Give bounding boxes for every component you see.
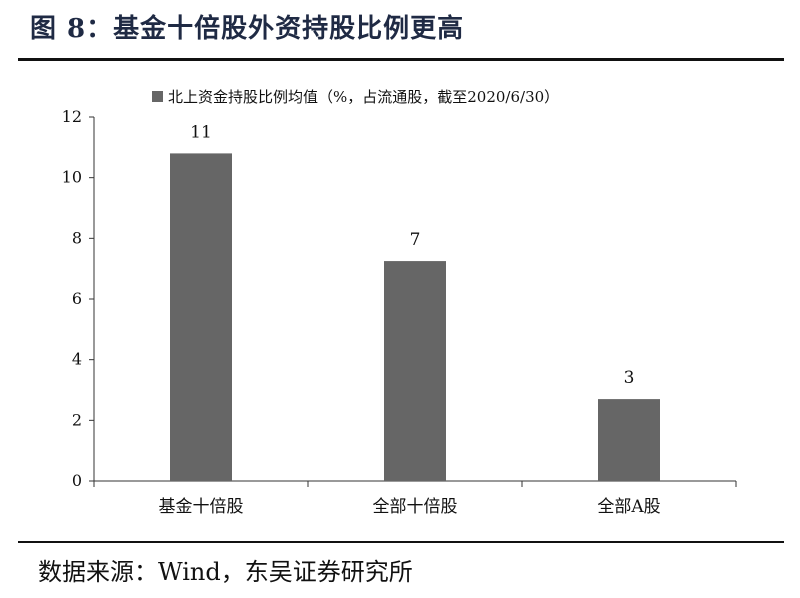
y-tick-label: 6 (72, 289, 82, 308)
legend-label: 北上资金持股比例均值（%，占流通股，截至2020/6/30） (168, 88, 559, 106)
data-label: 3 (624, 368, 635, 388)
x-ticks (93, 481, 737, 487)
category-label: 基金十倍股 (159, 497, 244, 517)
bar (384, 261, 446, 481)
y-tick-label: 10 (62, 168, 82, 187)
category-labels: 基金十倍股 全部十倍股 全部A股 (159, 497, 661, 517)
legend: 北上资金持股比例均值（%，占流通股，截至2020/6/30） (152, 88, 559, 106)
data-labels: 11 7 3 (190, 122, 634, 388)
category-label: 全部十倍股 (373, 497, 458, 517)
bar (598, 399, 660, 481)
bars (170, 153, 660, 481)
y-tick-label: 12 (62, 107, 82, 126)
bottom-rule (18, 541, 784, 543)
bar (170, 153, 232, 481)
legend-swatch (152, 91, 163, 102)
y-ticks: 0 2 4 6 8 10 12 (62, 107, 94, 490)
source-note: 数据来源：Wind，东吴证券研究所 (38, 558, 413, 586)
data-label: 11 (190, 122, 212, 142)
figure-title: 图 8：基金十倍股外资持股比例更高 (30, 14, 465, 44)
y-tick-label: 0 (72, 471, 82, 490)
y-tick-label: 8 (72, 228, 82, 247)
top-rule (18, 58, 784, 61)
category-label: 全部A股 (597, 497, 660, 517)
y-tick-label: 2 (72, 410, 82, 429)
data-label: 7 (410, 230, 421, 250)
y-tick-label: 4 (72, 350, 82, 369)
